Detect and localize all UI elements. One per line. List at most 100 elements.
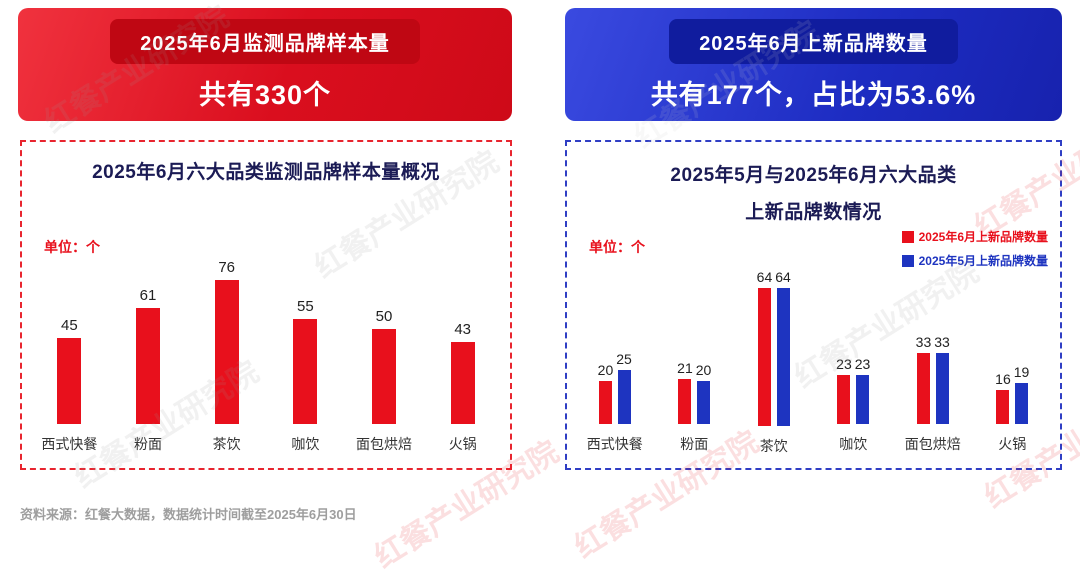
bar-column: 64 bbox=[756, 269, 773, 426]
bar bbox=[598, 381, 612, 424]
bar-value: 50 bbox=[375, 308, 393, 325]
bar-group-slot: 16 19 火锅 bbox=[973, 272, 1053, 456]
bar-value: 64 bbox=[756, 269, 773, 285]
chart-title-line1: 2025年5月与2025年6月六大品类 bbox=[670, 165, 957, 186]
bar-pair: 23 23 bbox=[836, 356, 870, 424]
bar-column: 21 bbox=[677, 360, 693, 424]
bar-value: 20 bbox=[695, 362, 712, 378]
bar-column: 33 bbox=[934, 334, 950, 424]
category-label: 火锅 bbox=[998, 436, 1027, 452]
bar bbox=[450, 342, 475, 424]
bar bbox=[293, 319, 318, 424]
bar-column: 20 bbox=[597, 362, 614, 424]
legend-row-june: 2025年6月上新品牌数量 bbox=[901, 228, 1048, 245]
bar bbox=[136, 308, 160, 424]
bar-value: 64 bbox=[775, 269, 791, 285]
category-label: 面包烘焙 bbox=[904, 436, 961, 452]
bar-slot: 61 粉面 bbox=[109, 254, 188, 456]
bar-slot: 76 茶饮 bbox=[187, 254, 266, 456]
bar-value: 61 bbox=[139, 287, 157, 304]
bar bbox=[935, 353, 949, 424]
bar-column: 23 bbox=[854, 356, 871, 424]
bar bbox=[837, 375, 851, 424]
bar-value: 16 bbox=[995, 371, 1011, 387]
bar-pair: 33 33 bbox=[916, 334, 950, 424]
bar bbox=[214, 280, 239, 424]
bar bbox=[697, 381, 711, 424]
bar-value: 76 bbox=[218, 259, 236, 276]
bar-value: 20 bbox=[597, 362, 614, 378]
bar-column: 20 bbox=[695, 362, 712, 424]
bar bbox=[678, 379, 692, 424]
bar-value: 43 bbox=[454, 321, 472, 338]
bar-slot: 55 咖饮 bbox=[266, 254, 345, 456]
bar-pair: 64 64 bbox=[757, 269, 791, 426]
banner-title: 2025年6月上新品牌数量 bbox=[669, 19, 958, 64]
bar-column: 19 bbox=[1013, 364, 1030, 424]
category-label: 咖饮 bbox=[291, 436, 320, 452]
category-label: 火锅 bbox=[448, 436, 477, 452]
sample-volume-chart-panel: 2025年6月六大品类监测品牌样本量概况 单位：个 45 西式快餐 61 粉面 76 茶饮… bbox=[20, 140, 512, 470]
bar bbox=[916, 353, 930, 424]
legend-swatch-may-icon bbox=[901, 254, 914, 267]
legend-row-may: 2025年5月上新品牌数量 bbox=[901, 252, 1048, 269]
unit-label: 单位：个 bbox=[44, 239, 100, 255]
bar-group-slot: 64 64 茶饮 bbox=[734, 269, 814, 456]
category-label: 西式快餐 bbox=[586, 436, 643, 452]
bar-column: 64 bbox=[775, 269, 791, 426]
category-label: 茶饮 bbox=[212, 436, 241, 452]
bar-group-slot: 33 33 面包烘焙 bbox=[893, 272, 973, 456]
bar-value: 45 bbox=[60, 317, 78, 334]
bar bbox=[996, 390, 1010, 424]
new-brands-banner: 2025年6月上新品牌数量 共有177个，占比为53.6% bbox=[565, 8, 1062, 121]
data-source-note: 资料来源：红餐大数据，数据统计时间截至2025年6月30日 bbox=[20, 507, 357, 522]
bar-value: 23 bbox=[854, 356, 871, 372]
bar bbox=[776, 288, 790, 426]
bar-value: 21 bbox=[677, 360, 693, 376]
bar-slot: 50 面包烘焙 bbox=[345, 254, 424, 456]
left-chart-bars: 45 西式快餐 61 粉面 76 茶饮 55 咖饮 50 面包烘焙 43 火锅 bbox=[30, 254, 502, 456]
chart-legend: 2025年6月上新品牌数量 2025年5月上新品牌数量 bbox=[901, 228, 1048, 276]
bar bbox=[617, 370, 631, 424]
category-label: 茶饮 bbox=[759, 438, 788, 454]
bar-column: 23 bbox=[836, 356, 852, 424]
bar-pair: 16 19 bbox=[995, 364, 1029, 424]
bar-value: 25 bbox=[616, 351, 632, 367]
bar-group-slot: 21 20 粉面 bbox=[655, 272, 735, 456]
new-brands-chart-panel: 2025年5月与2025年6月六大品类 上新品牌数情况 单位：个 2025年6月… bbox=[565, 140, 1062, 470]
bar-slot: 43 火锅 bbox=[423, 254, 502, 456]
banner-subtitle: 共有330个 bbox=[198, 80, 332, 110]
bar-column: 16 bbox=[995, 371, 1011, 424]
bar bbox=[757, 288, 771, 426]
chart-title-line2: 上新品牌数情况 bbox=[745, 202, 882, 223]
legend-label-may: 2025年5月上新品牌数量 bbox=[918, 254, 1048, 268]
right-chart-bars: 20 25 西式快餐 21 20 粉面 64 64 茶饮 23 23 咖饮 33 33 面包烘焙 16 19 火锅 bbox=[575, 269, 1053, 456]
monitored-sample-banner: 2025年6月监测品牌样本量 共有330个 bbox=[18, 8, 512, 121]
banner-title: 2025年6月监测品牌样本量 bbox=[110, 19, 420, 64]
category-label: 粉面 bbox=[134, 436, 162, 452]
chart-title: 2025年6月六大品类监测品牌样本量概况 bbox=[92, 162, 440, 183]
bar-value: 19 bbox=[1013, 364, 1030, 380]
bar-pair: 20 25 bbox=[598, 351, 632, 424]
legend-label-june: 2025年6月上新品牌数量 bbox=[918, 230, 1048, 244]
banner-subtitle: 共有177个，占比为53.6% bbox=[650, 80, 977, 110]
bar bbox=[1015, 383, 1029, 424]
legend-swatch-june-icon bbox=[901, 230, 914, 243]
bar-pair: 21 20 bbox=[677, 360, 711, 424]
bar bbox=[856, 375, 870, 424]
bar-value: 33 bbox=[934, 334, 950, 350]
category-label: 西式快餐 bbox=[41, 436, 98, 452]
bar-value: 33 bbox=[915, 334, 932, 350]
bar-group-slot: 20 25 西式快餐 bbox=[575, 272, 655, 456]
category-label: 粉面 bbox=[680, 436, 709, 452]
bar-column: 25 bbox=[616, 351, 632, 424]
chart-title: 2025年5月与2025年6月六大品类 上新品牌数情况 bbox=[567, 157, 1060, 231]
bar bbox=[372, 329, 397, 424]
bar-column: 33 bbox=[915, 334, 932, 424]
bar-value: 55 bbox=[297, 298, 314, 315]
bar-value: 23 bbox=[836, 356, 852, 372]
bar-slot: 45 西式快餐 bbox=[30, 254, 109, 456]
bar bbox=[57, 338, 82, 424]
category-label: 咖饮 bbox=[839, 436, 868, 452]
bar-group-slot: 23 23 咖饮 bbox=[814, 272, 894, 456]
